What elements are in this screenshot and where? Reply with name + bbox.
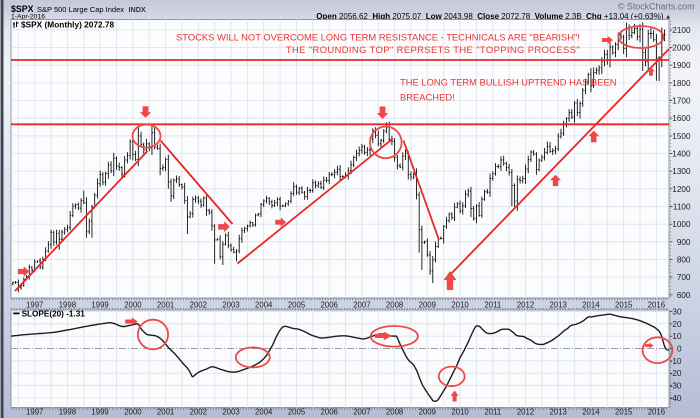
svg-text:THE LONG TERM BULLISH UPTREND: THE LONG TERM BULLISH UPTREND HAS BEEN: [400, 77, 617, 88]
svg-text:1700: 1700: [672, 97, 691, 106]
svg-text:1500: 1500: [672, 132, 691, 141]
svg-text:1300: 1300: [672, 167, 691, 176]
svg-text:2006: 2006: [321, 408, 338, 417]
svg-text:1000: 1000: [672, 220, 691, 229]
svg-text:THE "ROUNDING TOP" REPRSETS TH: THE "ROUNDING TOP" REPRSETS THE "TOPPING…: [286, 44, 580, 55]
svg-text:2010: 2010: [451, 301, 469, 310]
svg-text:-40: -40: [670, 394, 682, 403]
svg-text:1900: 1900: [672, 61, 691, 70]
svg-text:1997: 1997: [26, 301, 43, 310]
svg-text:2009: 2009: [419, 408, 436, 417]
svg-text:-30: -30: [670, 382, 682, 391]
svg-text:2004: 2004: [255, 301, 273, 310]
svg-text:BREACHED!: BREACHED!: [400, 92, 455, 103]
svg-text:2008: 2008: [386, 301, 403, 310]
svg-text:2007: 2007: [353, 301, 370, 310]
svg-text:2011: 2011: [484, 408, 501, 417]
svg-text:2000: 2000: [672, 44, 691, 53]
svg-text:2014: 2014: [582, 408, 600, 417]
svg-text:2002: 2002: [190, 408, 207, 417]
svg-text:1600: 1600: [672, 114, 691, 123]
svg-text:1999: 1999: [91, 408, 108, 417]
svg-text:2013: 2013: [550, 301, 567, 310]
svg-text:2000: 2000: [124, 301, 142, 310]
svg-text:2005: 2005: [288, 301, 306, 310]
svg-text:S&P 500 Large Cap Index: S&P 500 Large Cap Index: [37, 5, 124, 14]
svg-text:900: 900: [677, 238, 691, 247]
svg-text:-10: -10: [670, 357, 682, 366]
svg-text:1800: 1800: [672, 79, 691, 88]
svg-text:2001: 2001: [157, 408, 174, 417]
svg-text:2100: 2100: [672, 26, 691, 35]
svg-text:2010: 2010: [451, 408, 469, 417]
svg-text:SLOPE(20) -1.31: SLOPE(20) -1.31: [22, 310, 86, 319]
svg-text:2004: 2004: [255, 408, 273, 417]
svg-text:2003: 2003: [222, 301, 239, 310]
svg-text:1998: 1998: [59, 301, 76, 310]
svg-text:2007: 2007: [353, 408, 370, 417]
svg-text:2012: 2012: [517, 408, 534, 417]
svg-text:© StockCharts.com: © StockCharts.com: [618, 1, 695, 11]
svg-text:0: 0: [677, 345, 682, 354]
svg-text:1100: 1100: [673, 203, 691, 212]
svg-text:2005: 2005: [288, 408, 306, 417]
svg-text:2006: 2006: [321, 301, 338, 310]
svg-text:STOCKS WILL NOT OVERCOME LONG: STOCKS WILL NOT OVERCOME LONG TERM RESIS…: [176, 32, 580, 43]
svg-text:2015: 2015: [615, 408, 633, 417]
svg-text:$SPX: $SPX: [11, 4, 34, 14]
svg-text:Open 2056.62 High 2075.07 Lo: Open 2056.62 High 2075.07 Low 2043.98 Cl…: [316, 12, 664, 21]
svg-text:▲: ▲: [665, 14, 671, 21]
svg-text:1-Apr-2016: 1-Apr-2016: [11, 14, 45, 21]
svg-text:2000: 2000: [124, 408, 142, 417]
svg-text:$SPX (Monthly) 2072.78: $SPX (Monthly) 2072.78: [21, 19, 115, 29]
svg-text:1999: 1999: [91, 301, 108, 310]
svg-text:2015: 2015: [615, 301, 633, 310]
svg-text:2008: 2008: [386, 408, 403, 417]
svg-text:1400: 1400: [672, 150, 691, 159]
svg-text:INDX: INDX: [129, 5, 146, 14]
svg-text:1998: 1998: [59, 408, 76, 417]
svg-text:600: 600: [677, 291, 691, 300]
svg-text:2009: 2009: [419, 301, 436, 310]
svg-text:30: 30: [672, 308, 682, 317]
svg-text:800: 800: [677, 256, 691, 265]
svg-text:2016: 2016: [648, 408, 665, 417]
svg-text:2003: 2003: [222, 408, 239, 417]
svg-text:2013: 2013: [550, 408, 567, 417]
svg-text:1200: 1200: [672, 185, 691, 194]
svg-text:2002: 2002: [190, 301, 207, 310]
svg-text:20: 20: [672, 320, 682, 329]
svg-text:700: 700: [677, 273, 691, 282]
svg-text:2001: 2001: [157, 301, 174, 310]
svg-text:-20: -20: [670, 369, 682, 378]
svg-text:1997: 1997: [26, 408, 43, 417]
svg-text:10: 10: [672, 332, 682, 341]
svg-text:2014: 2014: [582, 301, 600, 310]
svg-text:2011: 2011: [484, 301, 501, 310]
svg-text:2016: 2016: [648, 301, 665, 310]
svg-text:2012: 2012: [517, 301, 534, 310]
